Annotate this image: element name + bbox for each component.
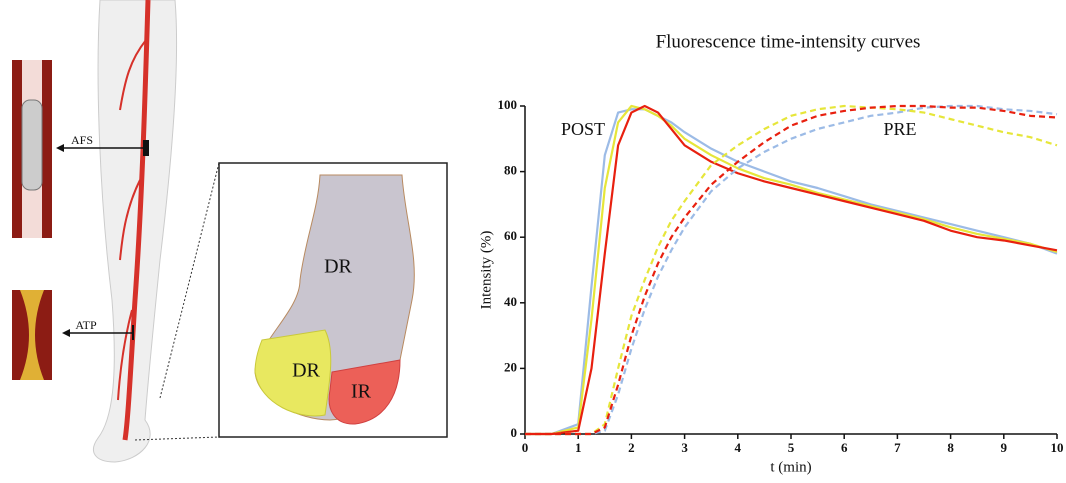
x-tick-label: 1 [575, 440, 582, 455]
x-tick-label: 3 [681, 440, 688, 455]
y-tick-label: 100 [498, 97, 518, 112]
y-tick-label: 60 [504, 228, 517, 243]
leg-illustration: AFS ATP [12, 0, 177, 463]
arrowheads [56, 144, 70, 337]
y-tick-label: 20 [504, 359, 517, 374]
series-line [525, 104, 1058, 436]
x-tick-label: 2 [628, 440, 635, 455]
annotation: PRE [883, 119, 916, 139]
annotation: POST [561, 119, 605, 139]
x-tick-label: 9 [1001, 440, 1008, 455]
y-axis-label: Intensity (%) [478, 231, 494, 310]
x-tick-label: 6 [841, 440, 848, 455]
afs-label: AFS [71, 133, 93, 147]
chart: Fluorescence time-intensity curves t (mi… [478, 31, 1063, 475]
dr-label: DR [292, 360, 320, 382]
big-toe [328, 359, 401, 425]
dr-label: DR [324, 256, 352, 278]
y-tick-label: 40 [504, 294, 517, 309]
x-tick-label: 8 [947, 440, 954, 455]
x-tick-label: 10 [1051, 440, 1064, 455]
y-tick-label: 80 [504, 163, 517, 178]
chart-title: Fluorescence time-intensity curves [656, 31, 921, 52]
atp-label: ATP [75, 318, 97, 332]
plaque [20, 290, 44, 380]
x-tick-label: 0 [522, 440, 529, 455]
afs-marker [143, 140, 149, 156]
x-tick-label: 4 [735, 440, 742, 455]
series-line [525, 108, 1058, 436]
lesser-toes [254, 329, 332, 417]
y-tick-label: 0 [511, 425, 518, 440]
x-axis-label: t (min) [770, 459, 811, 475]
ir-label: IR [351, 381, 372, 403]
artery [122, 0, 151, 441]
stent [21, 99, 43, 191]
branches [117, 39, 147, 401]
x-tick-label: 7 [894, 440, 901, 455]
series-line [525, 104, 1058, 436]
x-tick-label: 5 [788, 440, 795, 455]
foot-inset: DR DR IR [218, 162, 448, 438]
series-line [525, 104, 1058, 436]
zoom-line [159, 162, 220, 399]
series-line [525, 104, 1058, 436]
leg [93, 0, 177, 463]
